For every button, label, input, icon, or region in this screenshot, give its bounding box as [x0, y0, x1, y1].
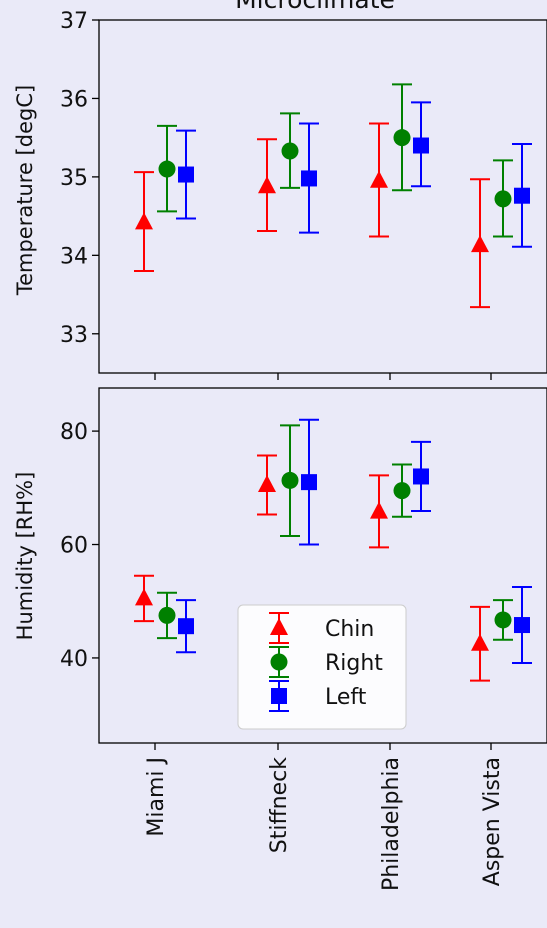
point-chin-aspen-vista — [471, 235, 489, 253]
humidity-series — [134, 418, 532, 682]
series-left — [176, 418, 532, 665]
temperature-y-axis-label: Temperature [degC] — [13, 85, 37, 296]
series-right — [157, 424, 513, 641]
point-right-stiffneck — [281, 471, 299, 489]
point-left-philadelphia — [413, 468, 429, 485]
temperature-x-ticks — [154, 373, 492, 380]
point-right-philadelphia — [393, 482, 411, 500]
legend: Chin Right Left — [237, 604, 407, 730]
point-left-stiffneck — [301, 474, 317, 491]
y-tick-label: 35 — [60, 166, 88, 191]
legend-square-icon — [271, 688, 287, 704]
humidity-y-axis-label: Humidity [RH%] — [13, 472, 37, 641]
y-tick-label: 80 — [60, 420, 88, 445]
legend-triangle-icon — [270, 618, 288, 635]
point-right-stiffneck — [281, 142, 299, 160]
temperature-series — [134, 83, 532, 309]
series-chin — [134, 454, 490, 682]
legend-entry-left: Left — [269, 680, 367, 712]
point-chin-miami-j — [135, 212, 153, 230]
series-left — [176, 101, 532, 248]
point-left-aspen-vista — [514, 187, 530, 204]
point-chin-miami-j — [135, 588, 153, 606]
category-label-philadelphia: Philadelphia — [379, 757, 404, 891]
legend-label: Chin — [325, 617, 374, 642]
point-right-miami-j — [158, 606, 176, 624]
point-right-miami-j — [158, 160, 176, 178]
temperature-panel: 33 34 35 36 37 Temperature [degC] — [13, 9, 547, 380]
point-right-philadelphia — [393, 129, 411, 147]
y-tick-label: 40 — [60, 647, 88, 672]
y-tick-label: 33 — [60, 323, 88, 348]
point-right-aspen-vista — [494, 611, 512, 629]
point-chin-aspen-vista — [471, 633, 489, 651]
y-tick-label: 34 — [60, 244, 88, 269]
humidity-panel: 40 60 80 Humidity [RH%] Chin Right Left — [13, 387, 547, 750]
y-tick-label: 60 — [60, 534, 88, 559]
legend-circle-icon — [270, 653, 288, 671]
point-chin-philadelphia — [370, 170, 388, 188]
legend-label: Right — [325, 651, 383, 676]
y-tick-label: 37 — [60, 9, 88, 34]
series-chin — [134, 122, 490, 309]
humidity-x-ticks — [154, 743, 492, 750]
category-label-miami-j: Miami J — [144, 757, 169, 837]
legend-label: Left — [325, 685, 367, 710]
series-right — [157, 83, 513, 238]
legend-entry-chin: Chin — [269, 612, 374, 644]
point-right-aspen-vista — [494, 190, 512, 208]
legend-entry-right: Right — [269, 646, 383, 678]
chart-title: Microclimate — [235, 0, 395, 14]
point-left-miami-j — [178, 618, 194, 635]
category-label-aspen-vista: Aspen Vista — [480, 757, 505, 886]
category-label-stiffneck: Stiffneck — [267, 757, 292, 853]
point-chin-stiffneck — [258, 176, 276, 194]
point-left-stiffneck — [301, 170, 317, 187]
humidity-y-ticks: 40 60 80 — [60, 420, 99, 672]
point-left-aspen-vista — [514, 617, 530, 634]
point-chin-stiffneck — [258, 474, 276, 492]
x-category-labels: Miami J Stiffneck Philadelphia Aspen Vista — [144, 757, 505, 891]
temperature-plot-area — [98, 19, 547, 374]
y-tick-label: 36 — [60, 87, 88, 112]
point-left-miami-j — [178, 166, 194, 183]
temperature-y-ticks: 33 34 35 36 37 — [60, 9, 99, 348]
point-chin-philadelphia — [370, 501, 388, 519]
point-left-philadelphia — [413, 137, 429, 154]
